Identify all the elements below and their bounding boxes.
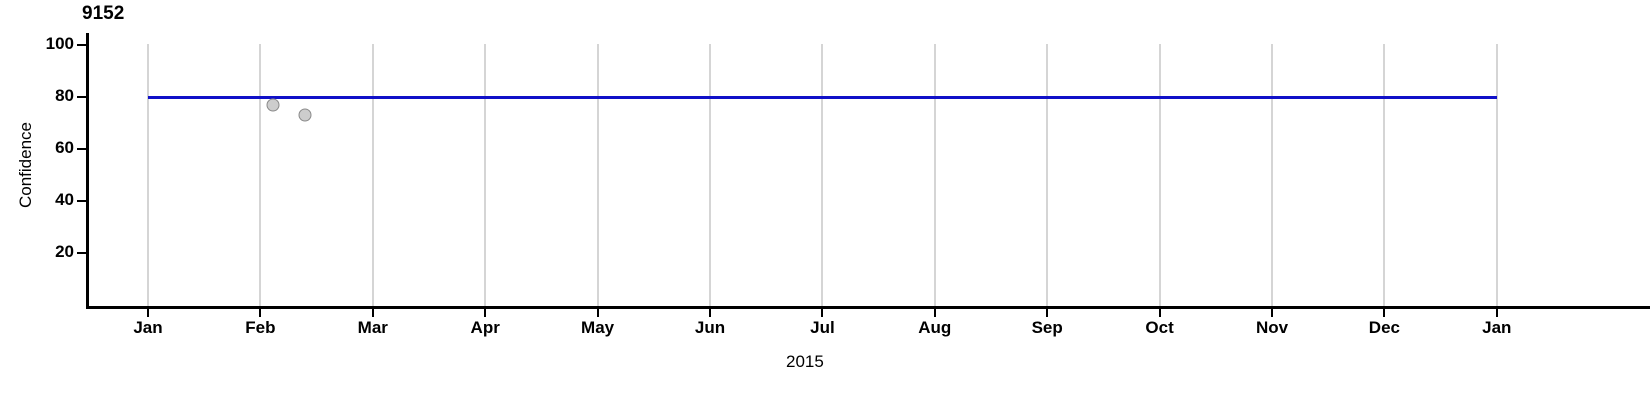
x-tick-label-dec-11: Dec (1368, 318, 1400, 337)
y-tick-80 (77, 96, 87, 98)
y-tick-label-100: 100 (45, 34, 74, 53)
gridline-nov-10 (1271, 44, 1273, 306)
gridline-oct-9 (1158, 44, 1161, 306)
x-tick-10 (1271, 308, 1273, 317)
y-tick-60 (77, 148, 87, 150)
y-tick-label-60: 60 (55, 138, 74, 157)
y-axis-title: Confidence (16, 122, 35, 209)
x-tick-7 (933, 308, 936, 317)
x-tick-2 (371, 308, 374, 317)
chart-title: 9152 (82, 3, 125, 24)
x-tick-0 (147, 308, 149, 317)
x-tick-5 (709, 308, 711, 317)
gridline-jun-5 (709, 44, 711, 306)
gridline-jul-6 (821, 44, 824, 306)
x-tick-label-jan-12: Jan (1482, 318, 1512, 337)
gridline-jan-12 (1495, 44, 1498, 306)
x-tick-label-nov-10: Nov (1255, 318, 1289, 337)
gridline-aug-7 (933, 44, 936, 306)
x-tick-6 (821, 308, 824, 317)
gridline-may-4 (596, 44, 599, 306)
x-tick-9 (1158, 308, 1161, 317)
x-axis-line (86, 306, 1650, 309)
x-tick-11 (1383, 308, 1386, 317)
x-tick-label-jan-0: Jan (133, 318, 163, 337)
gridline-sep-8 (1046, 44, 1049, 306)
y-axis-line (86, 33, 89, 309)
y-tick-label-40: 40 (55, 190, 74, 209)
y-tick-40 (77, 200, 87, 202)
y-tick-100 (77, 44, 87, 46)
x-tick-label-may-4: May (581, 318, 615, 337)
data-point-1 (298, 108, 312, 122)
x-tick-label-feb-1: Feb (245, 318, 276, 337)
x-tick-label-jul-6: Jul (810, 318, 835, 337)
x-tick-12 (1495, 308, 1498, 317)
gridline-feb-1 (259, 44, 262, 306)
gridline-apr-3 (484, 44, 487, 306)
x-tick-label-oct-9: Oct (1145, 318, 1174, 337)
gridline-jan-0 (147, 44, 149, 306)
x-tick-8 (1046, 308, 1049, 317)
x-tick-label-aug-7: Aug (918, 318, 952, 337)
y-tick-20 (77, 252, 87, 254)
threshold-line (148, 96, 1497, 99)
x-tick-label-jun-5: Jun (694, 318, 726, 337)
y-tick-label-80: 80 (55, 86, 74, 105)
x-axis-title: 2015 (786, 352, 824, 371)
x-tick-label-sep-8: Sep (1031, 318, 1063, 337)
x-tick-label-apr-3: Apr (470, 318, 500, 337)
gridline-dec-11 (1383, 44, 1386, 306)
y-tick-label-20: 20 (55, 242, 74, 261)
gridline-mar-2 (371, 44, 374, 306)
x-tick-1 (259, 308, 262, 317)
x-tick-3 (484, 308, 487, 317)
x-tick-4 (596, 308, 599, 317)
data-point-0 (266, 98, 280, 112)
x-tick-label-mar-2: Mar (357, 318, 388, 337)
